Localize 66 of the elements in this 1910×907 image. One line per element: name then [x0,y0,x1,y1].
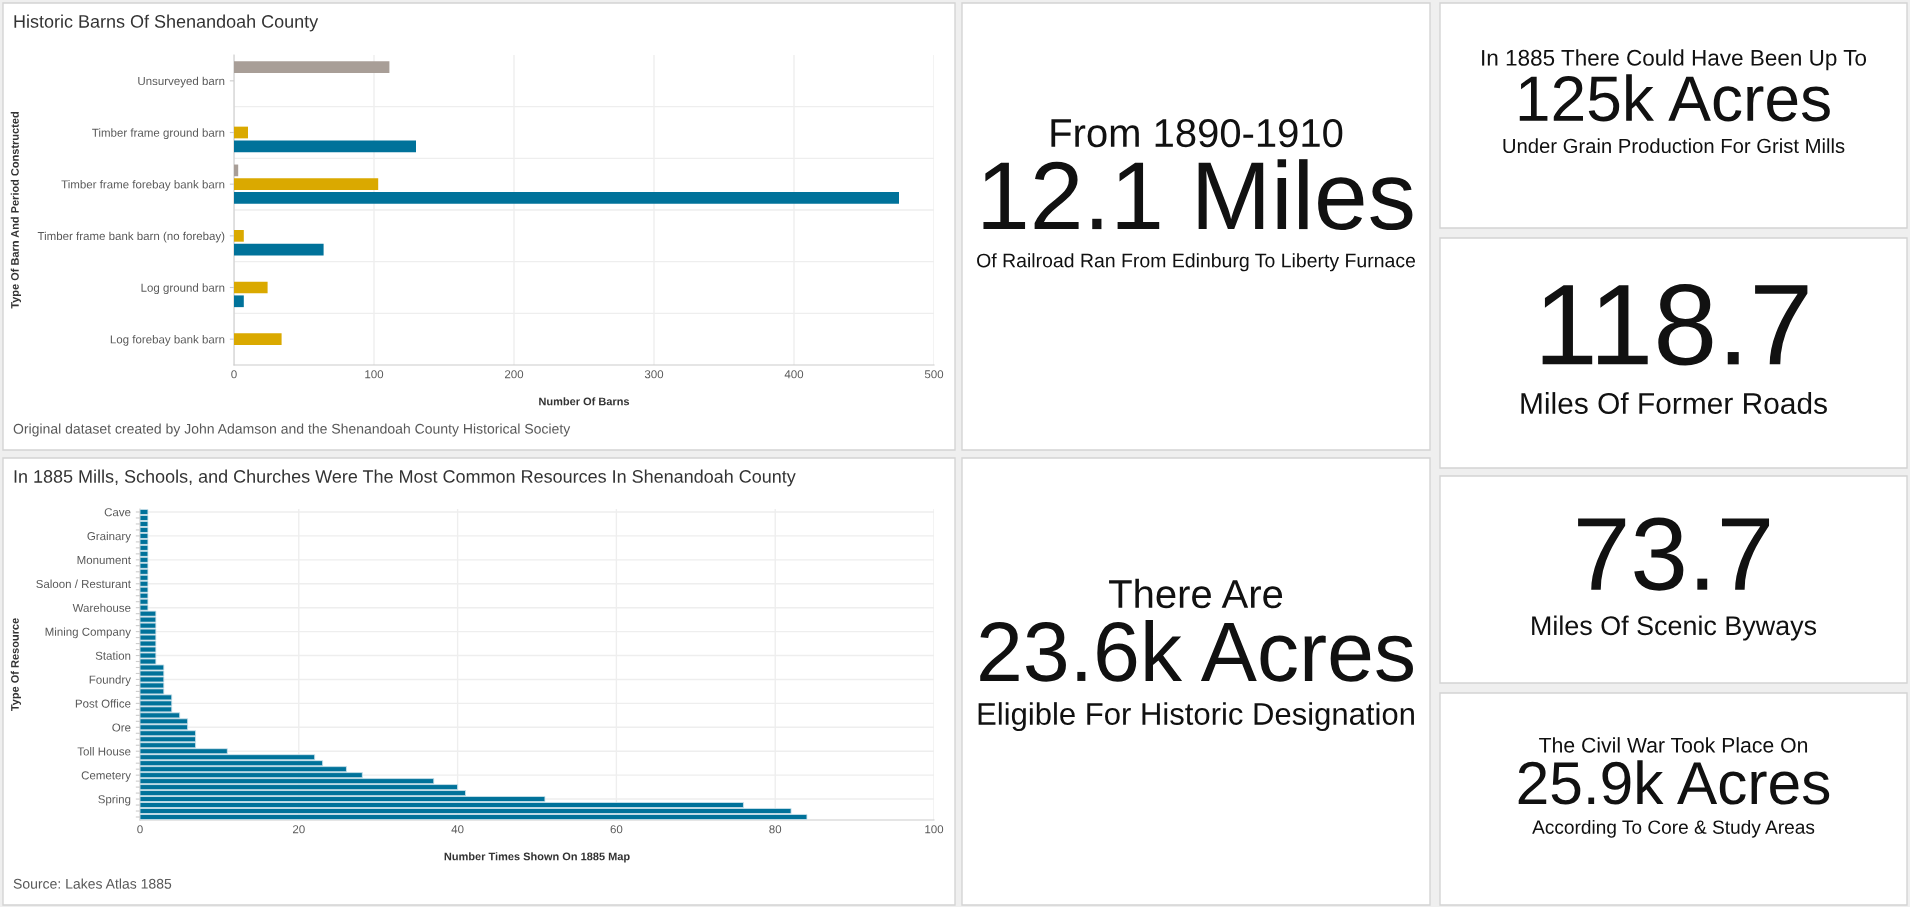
x-tick-label: 40 [451,825,464,834]
text: Miles Of Former Roads [1521,392,1827,415]
x-tick-label: 100 [365,370,384,379]
text: 12.1 Miles [983,159,1413,231]
text: 125k Acres [1519,74,1830,122]
bar [234,140,416,153]
y-tick-label: Unsurveyed barn [138,76,225,88]
bar [234,333,282,346]
chart-title: Historic Barns Of Shenandoah County [14,14,319,32]
text: There Are [1109,578,1283,609]
x-tick-label: 20 [292,825,305,834]
x-tick-label: 100 [925,825,944,834]
x-tick-label: 60 [610,825,623,834]
y-tick-label: Grainary [87,531,131,543]
text: Under Grain Production For Grist Mills [1503,138,1845,154]
y-axis-title: Type Of Barn And Period Constructed [10,112,21,309]
x-tick-label: 300 [644,370,664,379]
y-tick-label: Spring [98,794,131,806]
bar [234,281,268,294]
x-tick-label: 0 [231,370,237,379]
x-tick-label: 400 [784,370,804,379]
text: Original dataset created by John Adamson and the Shenandoah County Historical Society [13,423,571,437]
y-axis-title: Type Of Resource [10,618,21,712]
text: In 1885 There Could Have Been Up To [1482,49,1867,71]
bar [234,243,324,256]
y-tick-label: Timber frame forebay bank barn [61,180,225,191]
chart-title: In 1885 Mills, Schools, and Churches Were The Most Common Resources In Shenandoah County [14,469,796,487]
text: Eligible For Historic Designation [978,702,1414,732]
bar [234,229,244,242]
bar [234,192,899,204]
y-tick-label: Station [95,651,131,660]
x-axis-title: Number Of Barns [539,397,630,406]
text: Of Railroad Ran From Edinburg To Liberty Furnace [977,253,1416,272]
y-tick-label: Log forebay bank barn [110,335,225,346]
x-axis-title: Number Times Shown On 1885 Map [444,852,630,863]
text: 23.6k Acres [980,619,1413,682]
y-tick-label: Cemetery [81,771,131,782]
text: 118.7 [1542,284,1808,366]
text: 73.7 [1578,517,1770,591]
x-tick-label: 0 [137,825,143,834]
y-tick-label: Ore [112,723,131,732]
y-tick-label: Timber frame ground barn [92,128,225,140]
bar [234,61,390,73]
text: Miles Of Scenic Byways [1532,615,1817,641]
y-tick-label: Warehouse [72,603,131,612]
y-tick-label: Post Office [75,699,131,708]
bar [234,126,248,139]
y-tick-label: Toll House [77,747,131,756]
y-tick-label: Foundry [89,675,131,687]
bar [234,295,244,308]
y-tick-label: Log ground barn [141,283,225,295]
y-tick-label: Timber frame bank barn (no forebay) [37,231,225,243]
y-tick-label: Monument [77,556,131,565]
y-tick-label: Mining Company [45,627,131,639]
x-tick-label: 500 [924,370,944,379]
bar [234,178,379,191]
text: According To Core & Study Areas [1532,819,1815,838]
text: From 1890-1910 [1051,118,1343,148]
text: 25.9k Acres [1518,760,1830,805]
x-tick-label: 80 [769,825,782,834]
text: The Civil War Took Place On [1539,737,1808,753]
x-tick-label: 200 [504,370,524,379]
y-tick-label: Cave [104,508,131,517]
bar [234,164,239,177]
source-note: Source: Lakes Atlas 1885 [13,878,172,889]
y-tick-label: Saloon / Resturant [36,579,131,589]
